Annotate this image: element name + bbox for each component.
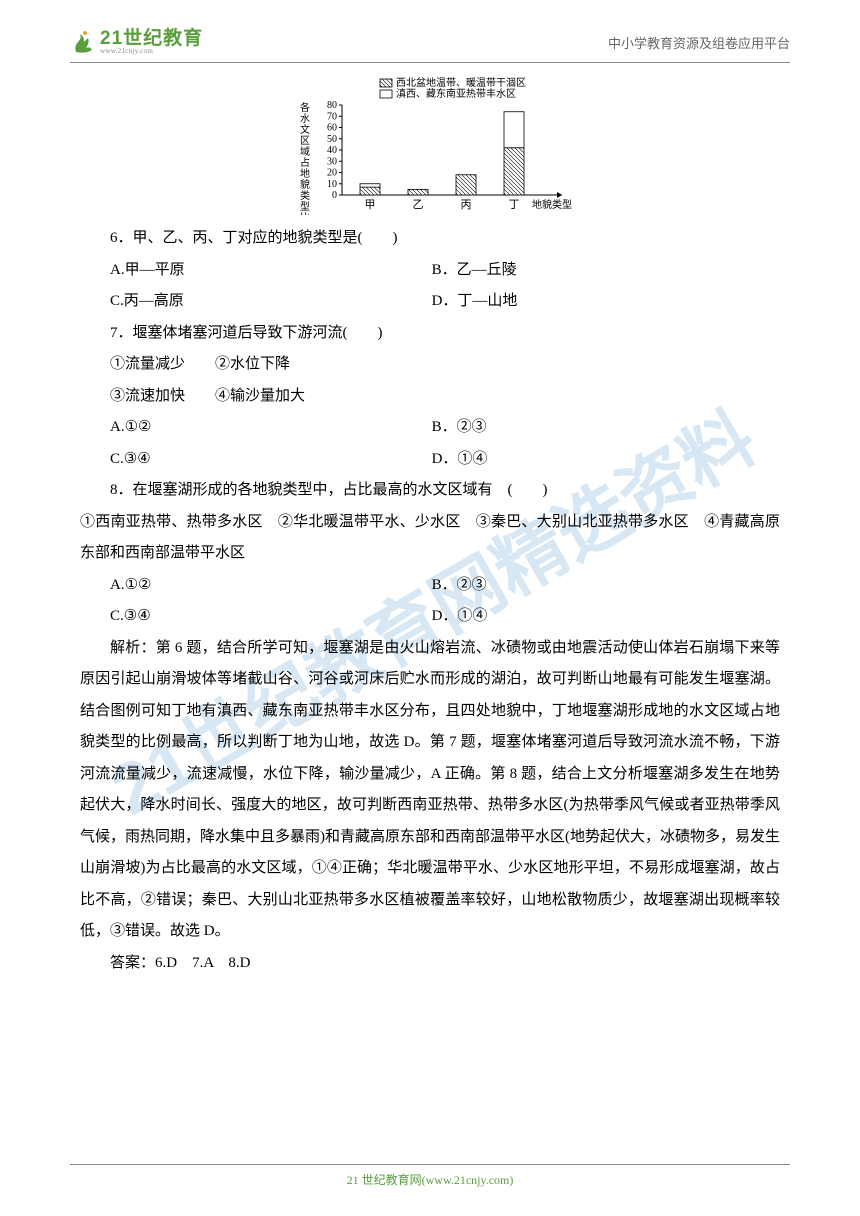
- logo: 21世纪教育 www.21cnjy.com: [70, 28, 203, 56]
- q7-option-b: B．②③: [432, 412, 780, 444]
- svg-text:区: 区: [300, 135, 310, 147]
- svg-text:40: 40: [327, 145, 337, 156]
- analysis: 解析：第 6 题，结合所学可知，堰塞湖是由火山熔岩流、冰碛物或由地震活动使山体岩…: [80, 633, 780, 948]
- svg-text:丁: 丁: [509, 199, 520, 211]
- svg-text:滇西、藏东南亚热带丰水区: 滇西、藏东南亚热带丰水区: [396, 87, 516, 100]
- q6-option-a: A.甲—平原: [110, 255, 432, 287]
- q8-subs: ①西南亚热带、热带多水区 ②华北暖温带平水、少水区 ③秦巴、大别山北亚热带多水区…: [80, 507, 780, 570]
- question-7: 7．堰塞体堵塞河道后导致下游河流( ): [80, 318, 780, 350]
- q7-sub2: ③流速加快 ④输沙量加大: [80, 381, 780, 413]
- analysis-text: 第 6 题，结合所学可知，堰塞湖是由火山熔岩流、冰碛物或由地震活动使山体岩石崩塌…: [80, 640, 780, 940]
- chart-container: 各水文区域占地貌类型比例(%)西北盆地温带、暖温带干涸区滇西、藏东南亚热带丰水区…: [80, 75, 780, 215]
- svg-text:地貌类型: 地貌类型: [532, 198, 572, 211]
- footer-text: 21 世纪教育网(www.21cnjy.com): [347, 1173, 514, 1187]
- logo-icon: [70, 28, 96, 56]
- q7-sub1: ①流量减少 ②水位下降: [80, 349, 780, 381]
- svg-text:文: 文: [300, 123, 310, 136]
- q8-option-b: B．②③: [432, 570, 780, 602]
- svg-text:80: 80: [327, 100, 337, 111]
- page-footer: 21 世纪教育网(www.21cnjy.com): [0, 1164, 860, 1188]
- svg-text:乙: 乙: [413, 198, 424, 211]
- q7-option-d: D．①④: [432, 444, 780, 476]
- question-6: 6．甲、乙、丙、丁对应的地貌类型是( ): [80, 223, 780, 255]
- q7-option-a: A.①②: [110, 412, 432, 444]
- svg-text:类: 类: [300, 189, 310, 202]
- logo-text: 21世纪教育: [100, 29, 203, 48]
- logo-url: www.21cnjy.com: [100, 48, 203, 55]
- svg-text:50: 50: [327, 134, 337, 145]
- q8-option-c: C.③④: [110, 601, 432, 633]
- svg-text:丙: 丙: [461, 199, 472, 211]
- analysis-label: 解析：: [110, 640, 156, 656]
- page-content: 各水文区域占地貌类型比例(%)西北盆地温带、暖温带干涸区滇西、藏东南亚热带丰水区…: [0, 63, 860, 999]
- svg-text:地: 地: [300, 167, 310, 180]
- svg-text:20: 20: [327, 168, 337, 179]
- svg-text:水: 水: [300, 113, 310, 125]
- q6-option-c: C.丙—高原: [110, 286, 432, 318]
- question-8: 8．在堰塞湖形成的各地貌类型中，占比最高的水文区域有 ( ): [80, 475, 780, 507]
- svg-text:西北盆地温带、暖温带干涸区: 西北盆地温带、暖温带干涸区: [396, 76, 526, 89]
- svg-text:域: 域: [300, 145, 310, 158]
- header-subtitle: 中小学教育资源及组卷应用平台: [608, 33, 790, 52]
- footer-divider: [70, 1164, 790, 1165]
- bar-chart: 各水文区域占地貌类型比例(%)西北盆地温带、暖温带干涸区滇西、藏东南亚热带丰水区…: [270, 75, 590, 215]
- svg-text:30: 30: [327, 156, 337, 167]
- svg-text:60: 60: [327, 123, 337, 134]
- svg-text:占: 占: [300, 156, 310, 169]
- q7-option-c: C.③④: [110, 444, 432, 476]
- svg-text:甲: 甲: [365, 199, 376, 211]
- q8-option-d: D．①④: [432, 601, 780, 633]
- svg-text:10: 10: [327, 179, 337, 190]
- svg-text:0: 0: [332, 190, 337, 201]
- svg-text:70: 70: [327, 111, 337, 122]
- q6-option-d: D．丁—山地: [432, 286, 780, 318]
- answers: 答案：6.D 7.A 8.D: [80, 948, 780, 980]
- page-header: 21世纪教育 www.21cnjy.com 中小学教育资源及组卷应用平台: [0, 0, 860, 62]
- svg-text:比: 比: [300, 212, 310, 215]
- svg-text:型: 型: [300, 200, 310, 213]
- svg-text:各: 各: [300, 101, 310, 114]
- q6-option-b: B．乙—丘陵: [432, 255, 780, 287]
- svg-text:貌: 貌: [300, 178, 310, 191]
- q8-option-a: A.①②: [110, 570, 432, 602]
